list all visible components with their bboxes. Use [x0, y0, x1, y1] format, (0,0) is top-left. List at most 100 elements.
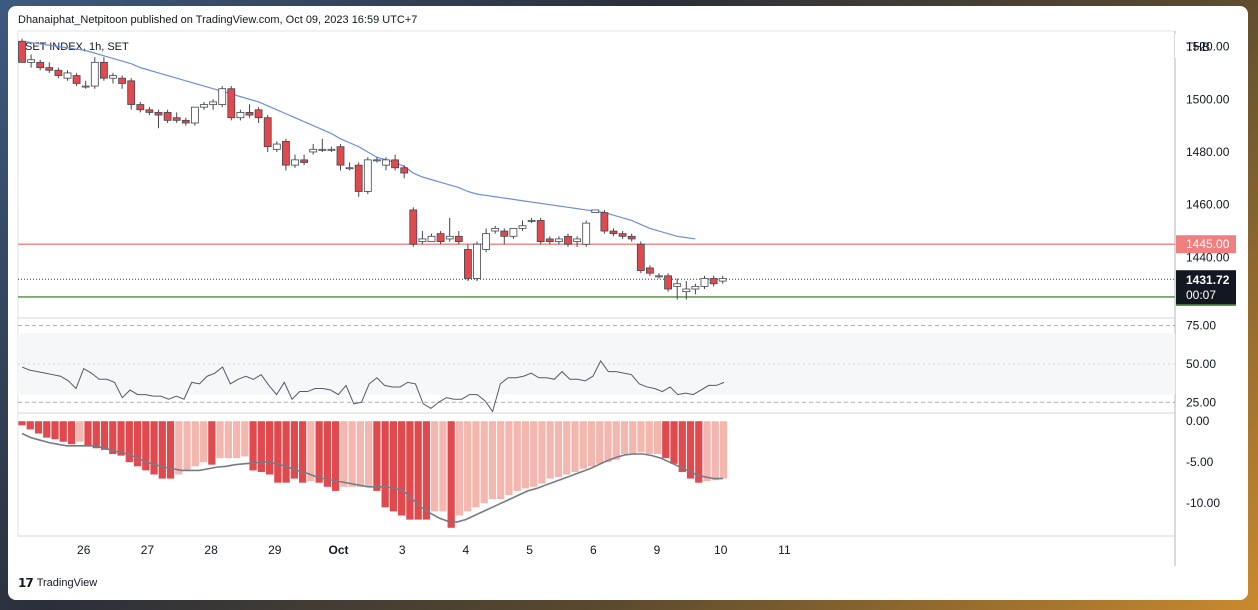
time-tick-label: 10: [714, 543, 728, 557]
oscillator-line: [21, 359, 725, 413]
level-price-tag: [1176, 235, 1236, 254]
symbol-label: SET INDEX, 1h, SET: [25, 41, 129, 53]
histogram-bar: [224, 421, 232, 459]
candle-body: [136, 104, 145, 111]
histogram-bar: [348, 421, 356, 487]
candle-body: [682, 288, 691, 293]
candle-body: [527, 220, 536, 222]
histogram-bar: [563, 421, 571, 475]
candle-body: [600, 212, 609, 232]
candle-body: [309, 148, 318, 153]
oscillator-tick-label: 75.00: [1186, 319, 1216, 333]
histogram-bar: [323, 421, 332, 487]
candle-body: [63, 72, 72, 79]
histogram-bar: [620, 421, 629, 454]
candle-body: [427, 235, 436, 242]
countdown-label: 00:07: [1186, 288, 1216, 302]
candle-body: [109, 75, 117, 79]
oscillator-band: [18, 333, 1175, 395]
histogram-bar: [298, 421, 307, 483]
histogram-bar: [719, 421, 728, 479]
moving-average-line: [21, 40, 696, 240]
candle-body: [409, 209, 418, 245]
histogram-bar: [414, 421, 422, 520]
histogram-bar: [109, 421, 117, 454]
candle-body: [172, 117, 181, 121]
candle-body: [363, 159, 372, 192]
candle-body: [555, 238, 563, 242]
histogram-bar: [158, 421, 166, 479]
histogram-bar: [513, 421, 521, 491]
histogram-bar: [497, 421, 505, 500]
histogram-bar: [265, 421, 274, 475]
histogram-bar: [356, 421, 365, 487]
time-tick-label: 26: [77, 543, 91, 557]
candle-body: [227, 88, 236, 119]
histogram-bar: [34, 421, 43, 434]
histogram-bar: [686, 421, 695, 479]
histogram-bar: [703, 421, 711, 482]
histogram-bar: [554, 421, 563, 477]
candle-body: [318, 148, 327, 151]
candle-body: [445, 235, 454, 240]
histogram-bar: [629, 421, 637, 454]
histogram-bar: [381, 421, 389, 508]
candle-body: [281, 141, 290, 166]
histogram-bar: [191, 421, 199, 467]
candle-body: [436, 233, 445, 242]
histogram-bar: [216, 421, 224, 459]
tradingview-brand[interactable]: 𝟭𝟳 TradingView: [18, 576, 97, 590]
candle-body: [27, 59, 36, 63]
histogram-bar: [521, 421, 530, 489]
histogram-bar: [587, 421, 596, 467]
histogram-bar: [59, 421, 67, 442]
candle-body: [536, 220, 545, 242]
last-price-label: 1431.72: [1186, 273, 1230, 287]
price-tick-label: 1520.00: [1186, 40, 1230, 54]
histogram-bar: [92, 421, 100, 449]
histogram-tick-label: 0.00: [1186, 414, 1210, 428]
histogram-bar: [422, 421, 431, 520]
currency-box: [1175, 34, 1235, 58]
time-tick-label: 3: [399, 543, 406, 557]
histogram-bar: [142, 421, 150, 471]
candle-body: [245, 112, 254, 116]
candle-body: [300, 159, 309, 163]
candle-body: [236, 112, 245, 119]
histogram-bar: [505, 421, 513, 495]
candle-body: [473, 243, 481, 279]
last-price-tag: [1176, 270, 1236, 305]
candle-body: [72, 75, 81, 84]
histogram-bar: [76, 421, 84, 442]
histogram-bar: [612, 421, 620, 460]
histogram-bar: [398, 421, 406, 516]
histogram-bar: [125, 421, 133, 463]
candle-body: [81, 85, 90, 88]
histogram-bar: [175, 421, 183, 475]
histogram-signal-line: [21, 432, 723, 523]
histogram-bar: [530, 421, 538, 487]
candle-body: [491, 227, 500, 232]
candle-body: [200, 104, 208, 108]
histogram-bar: [166, 421, 175, 479]
candle-body: [400, 167, 409, 174]
tradingview-label: TradingView: [36, 577, 98, 589]
candle-body: [573, 238, 581, 242]
histogram-bar: [199, 421, 208, 463]
time-tick-label: 6: [590, 543, 597, 557]
candle-body: [636, 243, 645, 271]
histogram-bar: [695, 421, 703, 483]
candle-body: [382, 159, 390, 166]
time-tick-label: 29: [268, 543, 282, 557]
candle-body: [709, 278, 718, 285]
histogram-bar: [389, 421, 398, 512]
histogram-bar: [26, 421, 34, 430]
histogram-bar: [662, 421, 670, 459]
histogram-bar: [315, 421, 323, 483]
candle-body: [45, 67, 54, 71]
candle-body: [18, 40, 26, 63]
histogram-bar: [249, 421, 257, 471]
candle-body: [673, 283, 682, 287]
histogram-bar: [84, 421, 92, 446]
